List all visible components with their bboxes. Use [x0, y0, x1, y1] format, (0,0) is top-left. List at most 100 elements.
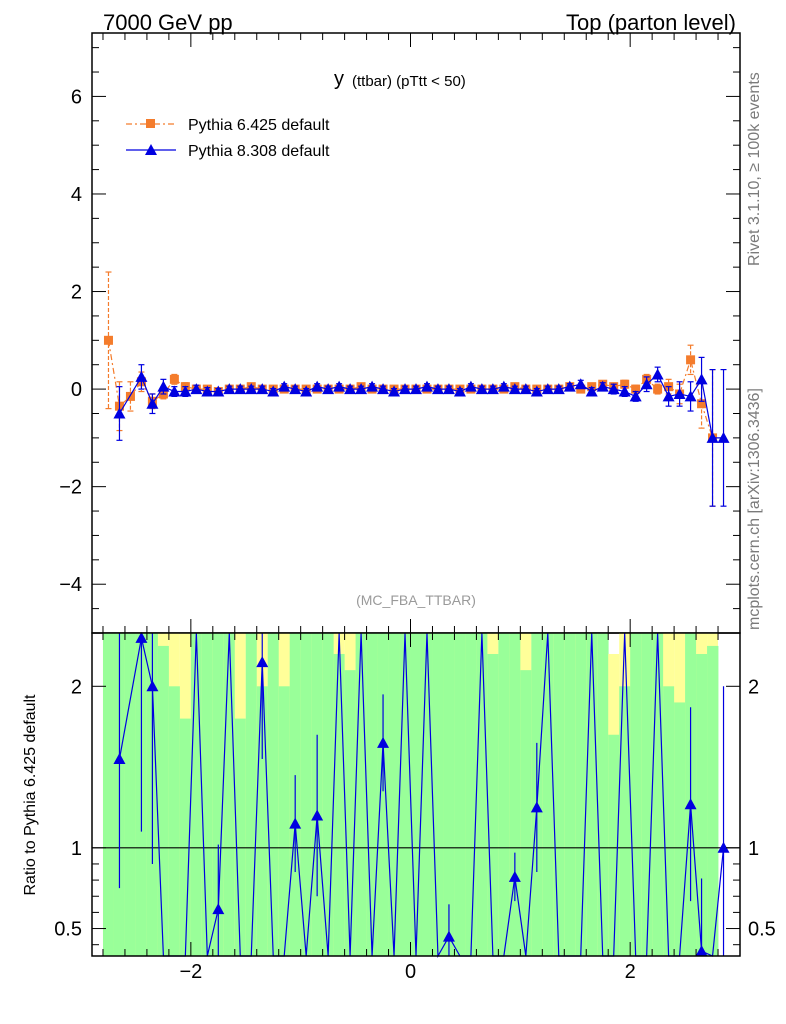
ratio-band-inner [630, 633, 642, 956]
ratio-band-inner [399, 633, 411, 956]
ratio-band-inner [157, 645, 170, 956]
mcplots-label: mcplots.cern.ch [arXiv:1306.3436] [746, 388, 763, 630]
main-data-point-triangle [355, 383, 368, 395]
main-ytick-label: 2 [71, 282, 82, 304]
main-data-point-triangle [431, 383, 444, 395]
ratio-band-inner [487, 653, 499, 956]
ratio-data-point-triangle [717, 841, 730, 853]
ratio-band-inner [355, 633, 367, 956]
main-data-point-triangle [640, 378, 653, 390]
legend-label-pythia6: Pythia 6.425 default [188, 117, 330, 134]
main-data-point-triangle [245, 383, 258, 395]
main-data-point-triangle [113, 407, 126, 419]
main-data-point-triangle [684, 390, 697, 402]
ratio-band-inner [553, 633, 565, 956]
ratio-data-point-triangle [530, 801, 543, 813]
main-ytick-label: 4 [71, 184, 82, 206]
ratio-xtick-label: 2 [625, 961, 636, 983]
main-data-point-square [631, 384, 641, 394]
ratio-band-inner [300, 633, 313, 956]
main-data-point-triangle [486, 383, 499, 395]
ratio-data-point-triangle [508, 870, 521, 882]
ratio-band-inner [432, 633, 444, 956]
ratio-data-point-triangle [695, 945, 708, 957]
main-ytick-label: 0 [71, 379, 82, 401]
ratio-band-inner [421, 633, 433, 956]
ratio-band-inner [663, 686, 675, 956]
main-data-point-triangle [190, 383, 203, 395]
main-data-point-triangle [717, 431, 730, 443]
ratio-band-inner [454, 633, 466, 956]
main-data-point-triangle [377, 383, 390, 395]
ratio-band-inner [575, 633, 587, 956]
main-data-point-triangle [168, 385, 181, 397]
main-data-point-triangle [618, 385, 631, 397]
main-data-point-triangle [322, 383, 335, 395]
main-ytick-label: 6 [71, 86, 82, 108]
ratio-xtick-label: −2 [179, 961, 202, 983]
main-data-point-triangle [629, 390, 642, 402]
ratio-band-inner [443, 633, 455, 956]
main-data-point-triangle [146, 397, 159, 409]
ratio-band-inner [377, 633, 389, 956]
ratio-band-inner [234, 718, 247, 956]
main-data-point-triangle [695, 373, 708, 385]
main-data-point-triangle [519, 383, 532, 395]
main-panel: −4 −2 0 2 4 6 y (ttbar) (pTtt < 50) (MC_FBA_T… [59, 32, 741, 634]
ratio-band-inner [102, 633, 115, 956]
ratio-band-inner [212, 633, 225, 956]
main-data-point-triangle [388, 385, 401, 397]
ratio-panel: 0.5 0.5 1 1 2 2 −2 0 2 Ratio to Pythia 6.425 def… [22, 631, 776, 983]
main-data-point-triangle [607, 383, 620, 395]
ratio-band-inner [465, 633, 477, 956]
ratio-data-point-triangle [289, 817, 302, 829]
ratio-band-inner [245, 633, 258, 956]
ratio-band-inner [366, 633, 378, 956]
legend-square-marker [146, 119, 155, 128]
ratio-data-point-triangle [377, 736, 390, 748]
ratio-band-inner [641, 633, 653, 956]
main-data-point-square [686, 355, 696, 365]
ratio-ylabel: Ratio to Pythia 6.425 default [22, 694, 39, 896]
main-data-point-triangle [508, 383, 521, 395]
ratio-data-point-triangle [442, 930, 455, 942]
main-data-point-triangle [596, 380, 609, 392]
main-data-point-triangle [300, 385, 313, 397]
ratio-band-inner [388, 633, 400, 956]
ratio-data-point-triangle [113, 752, 126, 764]
rivet-label: Rivet 3.1.10, ≥ 100k events [746, 72, 763, 266]
main-data-point-square [653, 384, 663, 394]
watermark-label: (MC_FBA_TTBAR) [356, 592, 476, 608]
ratio-band-inner [333, 653, 346, 956]
ratio-data-point-triangle [212, 903, 225, 915]
main-title-main: y [334, 68, 344, 90]
main-data-point-triangle [497, 380, 510, 392]
process-label: Top (parton level) [566, 10, 736, 35]
main-data-point-triangle [651, 368, 664, 380]
ratio-band-inner [597, 633, 609, 956]
ratio-band-inner [278, 686, 291, 956]
ratio-band-inner [707, 645, 719, 956]
ratio-band-inner [619, 686, 631, 956]
ratio-xtick-label: 0 [405, 961, 416, 983]
legend-entry-pythia8: Pythia 8.308 default [126, 143, 330, 160]
ratio-data-point-triangle [256, 656, 269, 668]
ratio-band-inner [608, 734, 620, 956]
ratio-band-inner [696, 653, 708, 956]
main-data-point-triangle [420, 380, 433, 392]
main-data-point-triangle [552, 383, 565, 395]
main-ytick-label: −2 [59, 477, 82, 499]
ratio-band-inner [267, 633, 280, 956]
main-data-point-triangle [289, 383, 302, 395]
ratio-ytick-label-right: 1 [748, 838, 759, 860]
main-data-point-square [103, 335, 113, 345]
main-data-point-square [697, 399, 707, 409]
energy-label: 7000 GeV pp [103, 10, 233, 35]
ratio-band-inner [410, 633, 422, 956]
ratio-ytick-label: 1 [71, 838, 82, 860]
ratio-band-inner [542, 633, 554, 956]
main-data-point-square [620, 379, 630, 389]
main-data-point-triangle [311, 380, 324, 392]
ratio-ytick-label: 2 [71, 676, 82, 698]
